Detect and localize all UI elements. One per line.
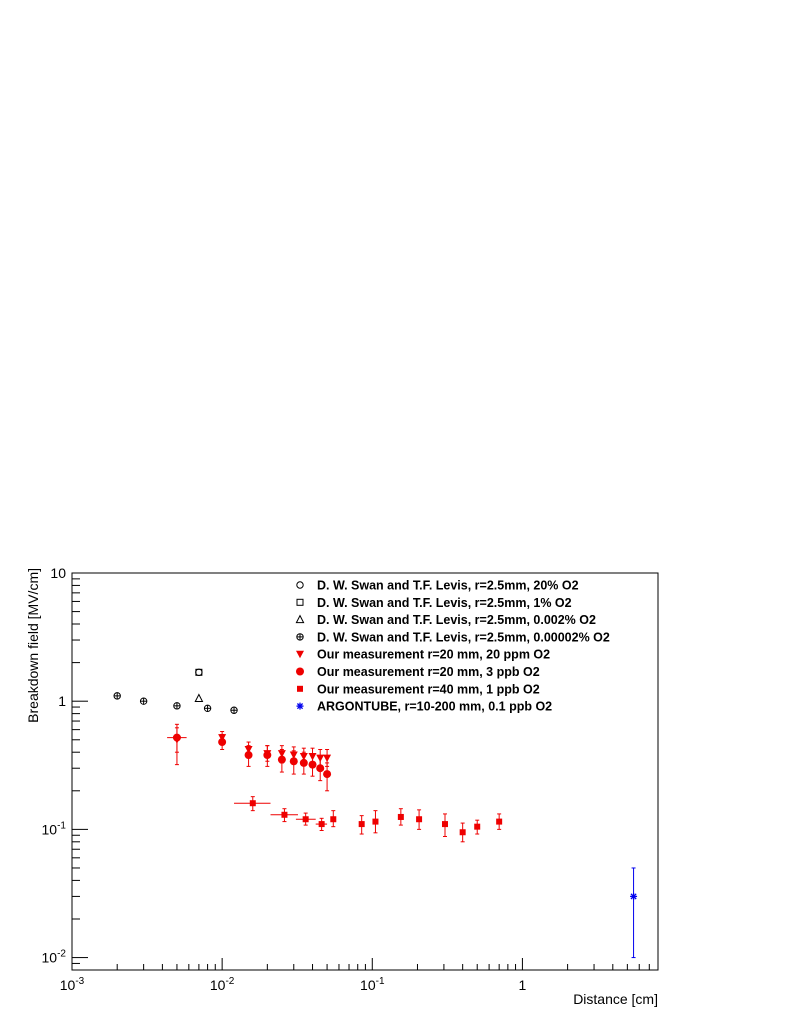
y-axis-label: Breakdown field [MV/cm] [25, 568, 41, 723]
data-point [194, 693, 204, 702]
legend-marker [296, 581, 304, 589]
data-point [323, 770, 332, 779]
series-6 [234, 796, 503, 843]
data-point [218, 738, 227, 747]
series-1 [195, 668, 203, 676]
x-tick-label: 1 [519, 977, 527, 993]
data-point [441, 821, 448, 828]
x-tick-label: 10-3 [60, 976, 85, 993]
x-axis-label: Distance [cm] [573, 991, 658, 1007]
legend: D. W. Swan and T.F. Levis, r=2.5mm, 20% … [295, 579, 610, 714]
data-point [302, 816, 309, 823]
axis-ticks [71, 572, 659, 971]
data-markers [113, 668, 638, 959]
legend-entry: D. W. Swan and T.F. Levis, r=2.5mm, 0.00… [317, 630, 610, 644]
x-tick-label: 10-2 [210, 976, 235, 993]
data-point [195, 668, 203, 676]
data-point [358, 821, 365, 828]
y-tick-label: 10 [50, 565, 66, 581]
legend-marker [297, 685, 303, 692]
legend-entry: Our measurement r=40 mm, 1 ppb O2 [317, 682, 540, 696]
data-point [308, 760, 317, 769]
legend-entry: D. W. Swan and T.F. Levis, r=2.5mm, 1% O… [317, 596, 572, 610]
data-point [289, 757, 298, 766]
legend-marker [295, 614, 305, 624]
data-point [203, 704, 212, 713]
series-0 [195, 668, 203, 677]
data-point [372, 818, 379, 825]
data-point [316, 764, 325, 773]
legend-marker [296, 650, 304, 659]
data-point [263, 751, 272, 760]
legend-entry: D. W. Swan and T.F. Levis, r=2.5mm, 0.00… [317, 613, 596, 627]
data-point [323, 754, 332, 763]
series-2 [194, 693, 204, 702]
series-4 [172, 727, 332, 767]
legend-marker [296, 667, 304, 676]
data-point [172, 733, 181, 742]
legend-marker [296, 702, 304, 710]
data-point [330, 816, 337, 823]
data-point [397, 813, 404, 820]
x-tick-label: 10-1 [360, 976, 385, 993]
legend-marker [296, 633, 304, 641]
data-point [249, 800, 256, 807]
y-tick-label: 1 [58, 693, 66, 709]
series-7 [630, 867, 638, 959]
data-point [299, 758, 308, 767]
axis-tick-labels: 10-3 10-2 10-1 1 10-2 10-1 1 10 [42, 565, 527, 993]
data-point [281, 811, 288, 818]
data-point [416, 816, 423, 823]
data-point [277, 755, 286, 764]
data-point [195, 668, 203, 677]
y-tick-label: 10-1 [42, 820, 67, 837]
data-point [630, 892, 638, 900]
data-point [113, 692, 121, 700]
data-point [318, 821, 325, 828]
y-tick-label: 10-2 [42, 949, 67, 966]
data-point [139, 697, 148, 705]
data-point [474, 823, 481, 830]
data-point [230, 706, 238, 714]
series-3 [113, 692, 238, 714]
data-point [173, 702, 181, 710]
legend-entry: D. W. Swan and T.F. Levis, r=2.5mm, 20% … [317, 579, 579, 593]
data-point [496, 818, 503, 825]
legend-entry: ARGONTUBE, r=10-200 mm, 0.1 ppb O2 [317, 700, 552, 714]
data-point [244, 751, 253, 760]
legend-entry: Our measurement r=20 mm, 3 ppb O2 [317, 665, 540, 679]
series-5 [167, 723, 332, 792]
legend-entry: Our measurement r=20 mm, 20 ppm O2 [317, 648, 550, 662]
legend-marker [296, 598, 304, 606]
data-point [459, 829, 466, 836]
